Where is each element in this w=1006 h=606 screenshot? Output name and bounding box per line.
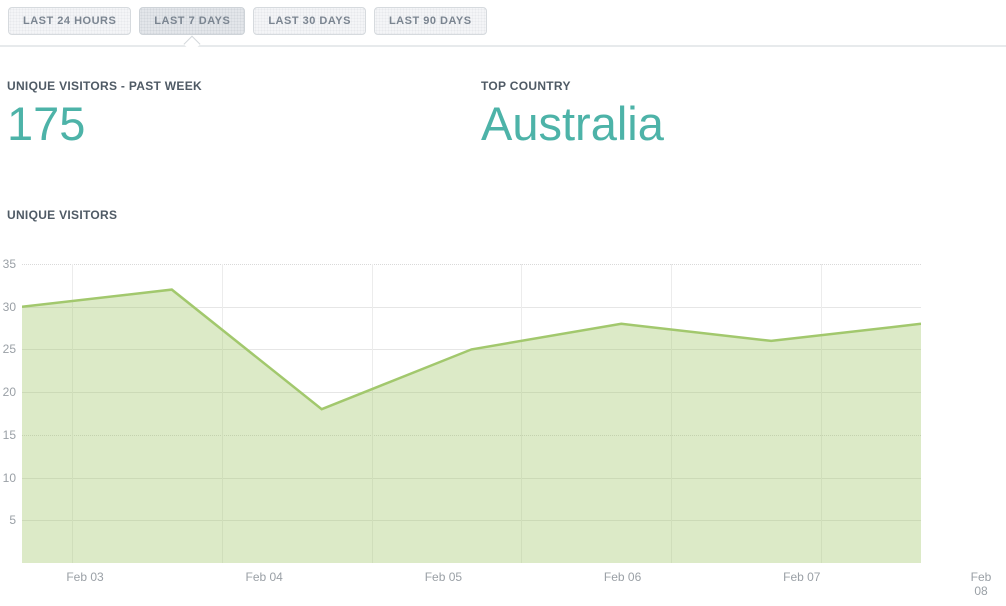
stat-label: TOP COUNTRY [481,79,571,93]
tab-last-30-days[interactable]: LAST 30 DAYS [253,7,366,35]
tab-last-7-days[interactable]: LAST 7 DAYS [139,7,246,35]
gridline-vertical [221,264,223,563]
unique-visitors-count: 175 [7,97,86,150]
x-axis-label: Feb 04 [245,570,283,584]
y-axis-label: 35 [2,257,16,271]
gridline-horizontal [22,392,921,394]
x-axis-label: Feb 06 [603,570,642,584]
y-axis-label: 25 [2,342,16,357]
gridline-horizontal [22,477,921,479]
x-axis-label: Feb 08 [970,570,992,598]
time-range-tab-bar: LAST 24 HOURS LAST 7 DAYS LAST 30 DAYS L… [0,0,1006,47]
gridline-vertical [371,264,373,563]
y-axis-label: 30 [2,299,16,314]
visitors-line [22,288,921,411]
x-axis-label: Feb 07 [783,570,821,584]
y-axis-label: 15 [2,427,16,442]
x-axis-label: Feb 03 [66,570,104,584]
x-axis-label: Feb 05 [424,570,463,584]
visitors-series-svg [22,288,921,563]
gridline-vertical [72,264,73,563]
tab-last-90-days[interactable]: LAST 90 DAYS [373,7,487,35]
y-axis-label: 20 [2,385,16,400]
tab-last-24-hours[interactable]: LAST 24 HOURS [8,7,132,35]
stat-unique-visitors-past-week: UNIQUE VISITORS - PAST WEEK 175 [7,79,481,148]
gridline-horizontal [22,264,921,265]
top-country-value: Australia [481,97,664,150]
gridline-vertical [821,264,823,563]
unique-visitors-area-chart: 35 30 25 20 15 10 5 Feb 03 Feb 04 Feb 05 Feb 06 Feb… [0,257,1006,600]
visitors-area-fill [22,289,921,563]
gridline-vertical [671,264,673,563]
y-axis-label: 10 [2,470,16,485]
gridline-horizontal [22,520,921,522]
stat-top-country: TOP COUNTRY Australia [481,79,955,148]
chart-title: UNIQUE VISITORS [7,208,118,222]
gridline-horizontal [22,434,921,436]
stat-label: UNIQUE VISITORS - PAST WEEK [7,79,203,93]
stats-row: UNIQUE VISITORS - PAST WEEK 175 TOP COUN… [7,79,1006,148]
chart-plot-area [22,264,921,563]
gridline-vertical [521,264,523,563]
y-axis-label: 5 [9,513,16,528]
gridline-horizontal [22,306,921,308]
